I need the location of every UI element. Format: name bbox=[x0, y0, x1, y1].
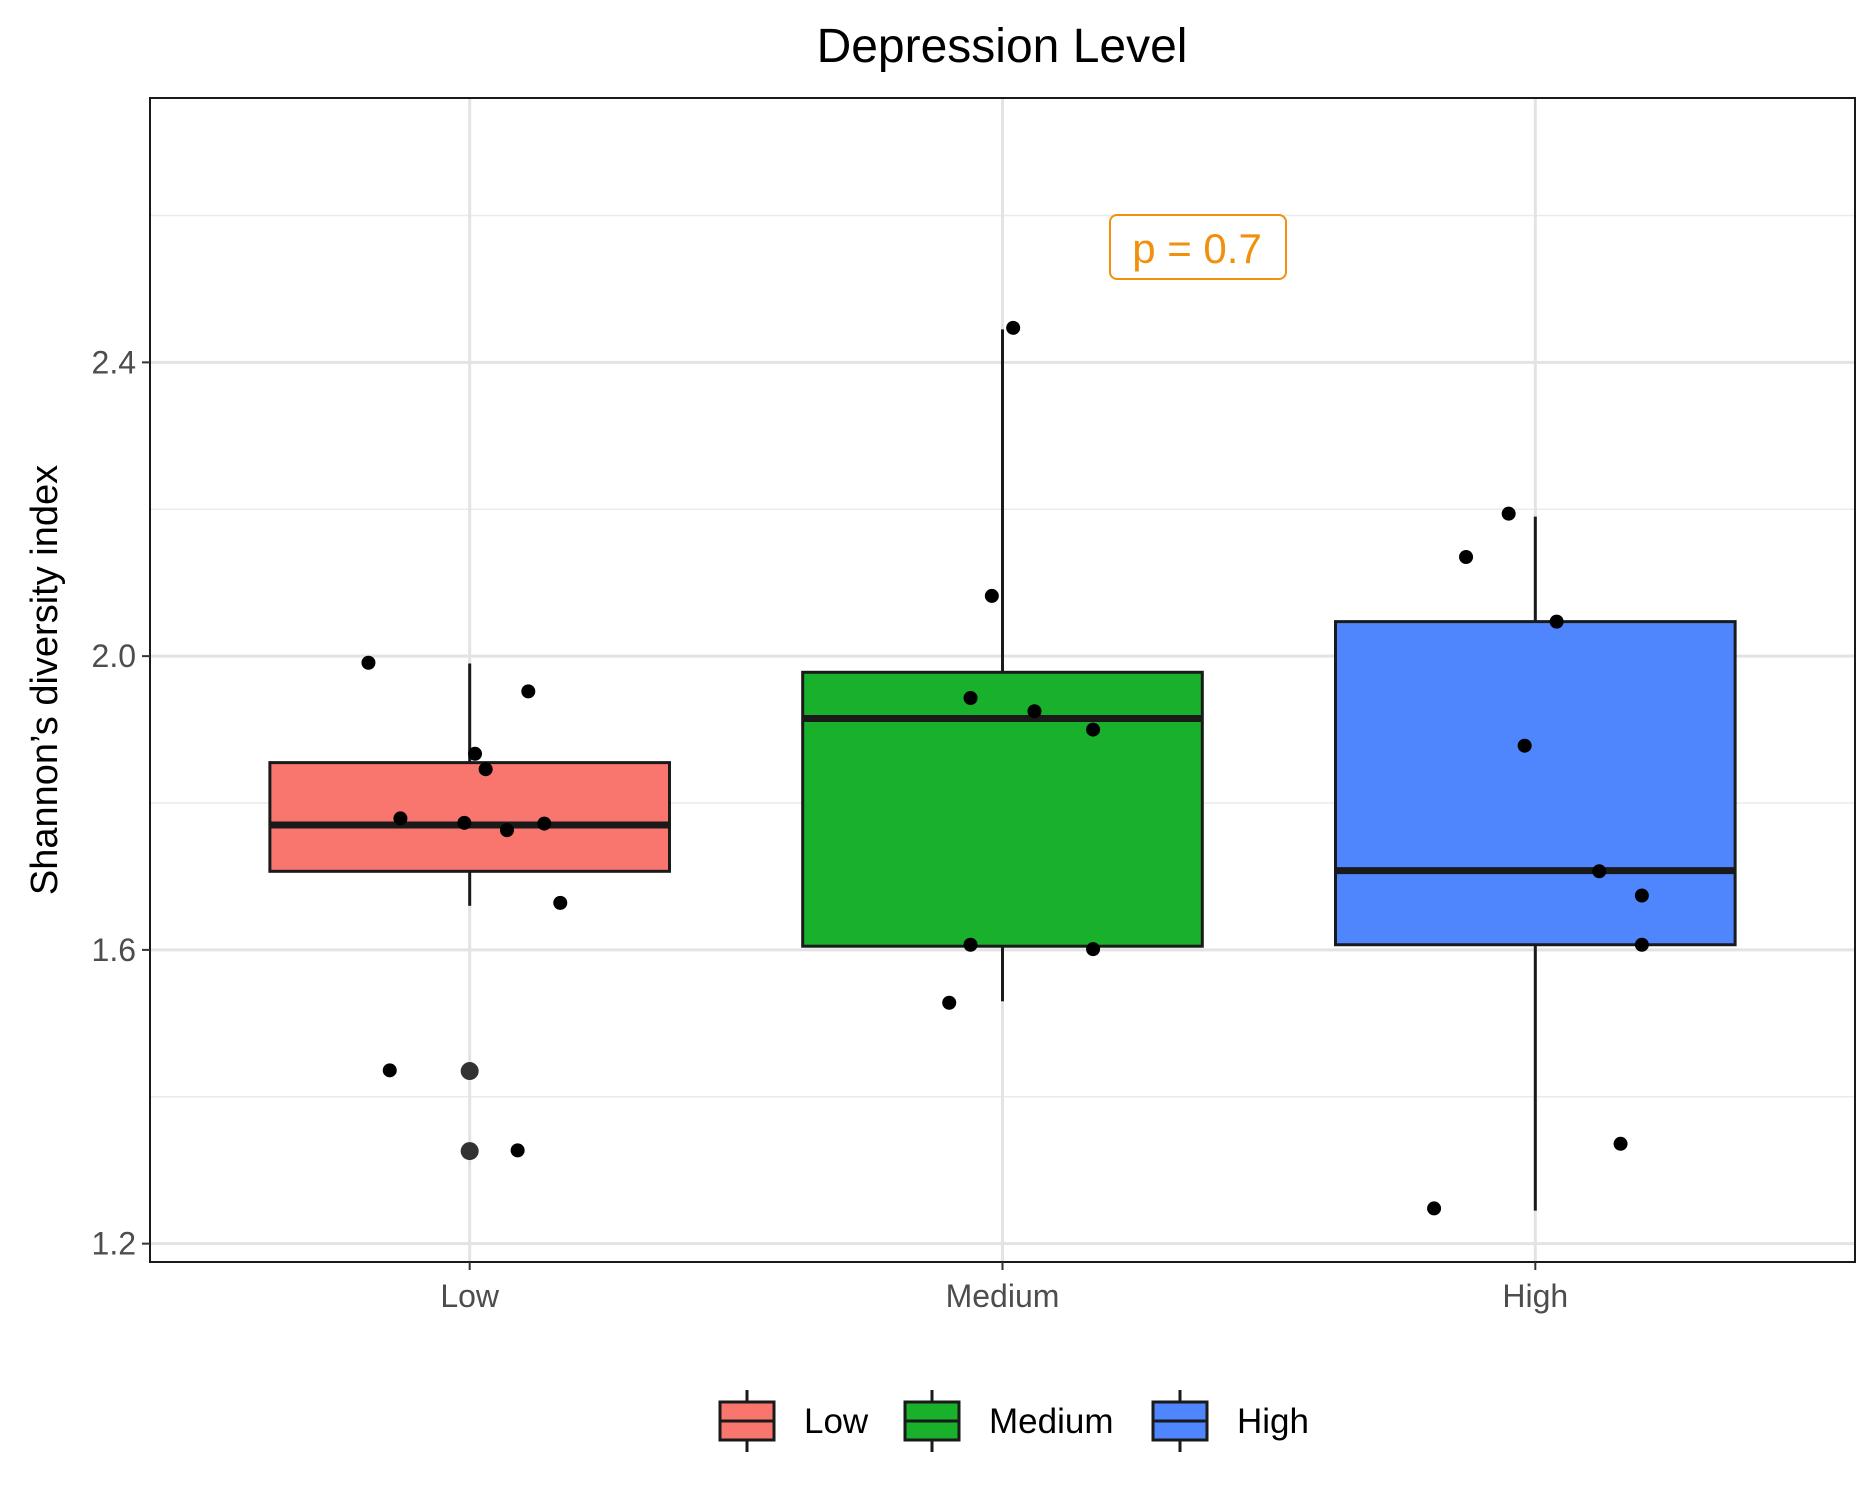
box-body bbox=[268, 761, 671, 873]
y-tick-label: 1.2 bbox=[92, 1226, 136, 1262]
data-point bbox=[1027, 704, 1042, 719]
data-point bbox=[537, 816, 552, 831]
data-point bbox=[510, 1143, 525, 1158]
data-point bbox=[457, 815, 472, 830]
box-body bbox=[1334, 620, 1737, 947]
data-point bbox=[1086, 722, 1101, 737]
data-point bbox=[1517, 738, 1532, 753]
box-body bbox=[801, 670, 1204, 948]
outlier-point bbox=[460, 1142, 479, 1161]
data-point bbox=[1459, 549, 1474, 564]
data-point bbox=[1086, 942, 1101, 957]
x-tick-label: Medium bbox=[946, 1278, 1060, 1314]
data-point bbox=[521, 684, 536, 699]
box-low bbox=[268, 663, 671, 906]
data-point bbox=[1634, 937, 1649, 952]
legend-item-low: Low bbox=[718, 1390, 869, 1452]
y-tick-label: 2.4 bbox=[92, 344, 136, 380]
data-point bbox=[942, 995, 957, 1010]
legend-item-high: High bbox=[1151, 1390, 1309, 1452]
data-point bbox=[1501, 506, 1516, 521]
y-tick-label: 1.6 bbox=[92, 932, 136, 968]
data-point bbox=[468, 746, 483, 761]
legend-item-medium: Medium bbox=[903, 1390, 1113, 1452]
data-point bbox=[1592, 864, 1607, 879]
data-point bbox=[963, 937, 978, 952]
data-point bbox=[478, 762, 493, 777]
box-group bbox=[268, 329, 1737, 1211]
x-tick-label: Low bbox=[440, 1278, 500, 1314]
p-value-box bbox=[1109, 214, 1287, 280]
data-point bbox=[382, 1063, 397, 1078]
box-medium bbox=[801, 329, 1204, 1002]
outlier-point bbox=[460, 1062, 479, 1081]
data-point bbox=[1427, 1201, 1442, 1216]
p-value-label: p = 0.7 bbox=[1132, 225, 1262, 272]
legend: Low Medium High bbox=[718, 1390, 1309, 1452]
legend-label: Medium bbox=[989, 1402, 1113, 1441]
p-value-annotation: p = 0.7 bbox=[1109, 214, 1287, 280]
data-point bbox=[361, 655, 376, 670]
data-point bbox=[499, 823, 514, 838]
data-point bbox=[1006, 320, 1021, 335]
data-point bbox=[963, 690, 978, 705]
data-point bbox=[553, 895, 568, 910]
chart-title: Depression Level bbox=[817, 20, 1188, 73]
data-point bbox=[984, 588, 999, 603]
data-point bbox=[1634, 888, 1649, 903]
legend-label: High bbox=[1237, 1402, 1309, 1441]
data-point bbox=[1549, 614, 1564, 629]
legend-label: Low bbox=[804, 1402, 869, 1441]
x-axis: Low Medium High bbox=[440, 1262, 1568, 1314]
x-tick-label: High bbox=[1502, 1278, 1568, 1314]
y-axis: 1.2 1.6 2.0 2.4 bbox=[92, 344, 150, 1262]
box-high bbox=[1334, 516, 1737, 1211]
jitter-points bbox=[361, 320, 1649, 1216]
data-point bbox=[1613, 1136, 1628, 1151]
y-tick-label: 2.0 bbox=[92, 638, 136, 674]
data-point bbox=[393, 811, 408, 826]
y-axis-title: Shannon’s diversity index bbox=[24, 465, 66, 895]
